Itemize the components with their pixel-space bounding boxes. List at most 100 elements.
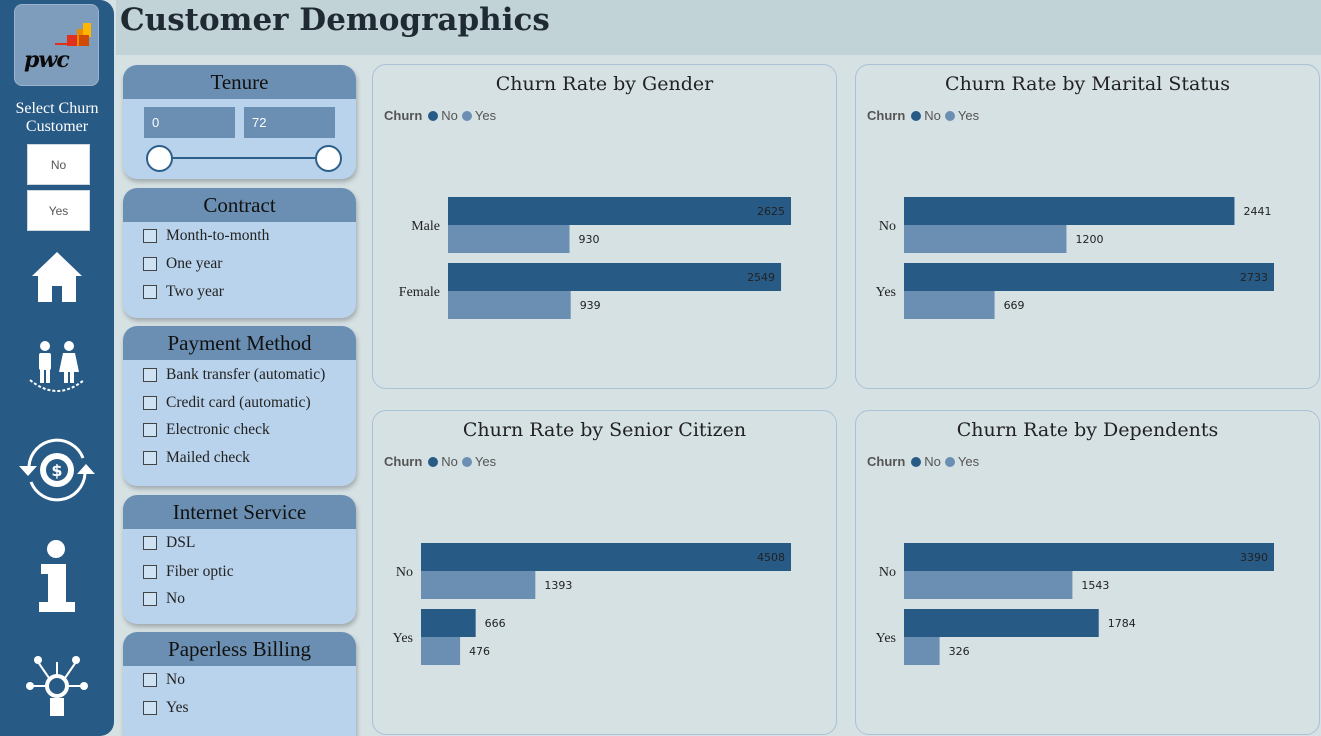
contract-option[interactable]: Month-to-month	[143, 226, 269, 246]
legend-dot	[944, 456, 955, 467]
chart-title: Churn Rate by Senior Citizen	[462, 419, 747, 441]
data-label: 1543	[1081, 579, 1109, 592]
checkbox[interactable]	[143, 423, 157, 437]
data-label: 1393	[544, 579, 572, 592]
legend-dot	[461, 110, 472, 121]
payment-method-slicer: Payment Method Bank transfer (automatic)…	[123, 326, 356, 486]
checkbox[interactable]	[143, 285, 157, 299]
category-label: Yes	[876, 285, 896, 300]
legend-title: Churn	[384, 454, 423, 469]
category-label: No	[879, 565, 896, 580]
tenure-max-input[interactable]: 72	[244, 107, 335, 138]
legend-item-no[interactable]: No	[911, 108, 941, 123]
legend-item-yes[interactable]: Yes	[461, 108, 496, 123]
people-icon[interactable]	[0, 338, 114, 398]
chart-plot: No 4508 1393 Yes 666 476	[393, 543, 791, 665]
data-label: 1200	[1075, 233, 1103, 246]
tenure-min-handle[interactable]	[146, 145, 173, 172]
option-label: Two year	[166, 283, 224, 300]
checkbox[interactable]	[143, 229, 157, 243]
paperless-option[interactable]: No	[143, 670, 185, 690]
chart-title: Churn Rate by Dependents	[956, 419, 1219, 441]
home-icon[interactable]	[0, 250, 114, 304]
payment-option[interactable]: Credit card (automatic)	[143, 393, 311, 413]
legend-item-no[interactable]: No	[911, 454, 941, 469]
tenure-min-input[interactable]: 0	[144, 107, 235, 138]
legend-dot	[428, 110, 439, 121]
option-label: DSL	[166, 534, 196, 551]
logo-mark-icon	[55, 23, 91, 46]
contract-slicer: Contract Month-to-month One year Two yea…	[123, 188, 356, 318]
tenure-slicer: Tenure 0 72	[123, 65, 356, 179]
checkbox[interactable]	[143, 396, 157, 410]
data-label: 476	[469, 645, 490, 658]
internet-option[interactable]: Fiber optic	[143, 562, 234, 582]
legend-item-yes[interactable]: Yes	[944, 454, 979, 469]
internet-option[interactable]: No	[143, 589, 185, 609]
checkbox[interactable]	[143, 701, 157, 715]
legend-item-no[interactable]: No	[428, 108, 458, 123]
churn-no-button[interactable]: No	[27, 144, 90, 185]
data-label: 4508	[757, 551, 785, 564]
legend-item-no[interactable]: No	[428, 454, 458, 469]
legend-dot	[911, 110, 922, 121]
data-label: 930	[579, 233, 600, 246]
internet-title: Internet Service	[123, 495, 356, 529]
payment-option[interactable]: Mailed check	[143, 448, 250, 468]
bar-no	[448, 263, 782, 291]
tenure-slider-track	[159, 157, 329, 159]
legend-item-yes[interactable]: Yes	[944, 108, 979, 123]
internet-service-slicer: Internet Service DSL Fiber optic No	[123, 495, 356, 624]
header-bar: Customer Demographics	[116, 0, 1321, 55]
legend-dot	[911, 456, 922, 467]
bar-yes	[904, 571, 1073, 599]
pwc-logo: pwc	[14, 4, 99, 86]
legend-label: No	[924, 108, 941, 123]
contract-option[interactable]: Two year	[143, 282, 224, 302]
bar-yes	[421, 571, 536, 599]
data-label: 2441	[1243, 205, 1271, 218]
checkbox[interactable]	[143, 592, 157, 606]
info-icon[interactable]	[0, 540, 114, 614]
tenure-max-handle[interactable]	[315, 145, 342, 172]
checkbox[interactable]	[143, 451, 157, 465]
money-cycle-icon[interactable]: $	[0, 430, 114, 510]
legend-dot	[428, 456, 439, 467]
chart-legend: Churn No Yes	[867, 454, 983, 469]
option-label: Month-to-month	[166, 227, 270, 244]
idea-network-icon[interactable]	[0, 652, 114, 720]
chart-card-dependents: Churn Rate by Dependents Churn No Yes No…	[855, 410, 1320, 735]
checkbox[interactable]	[143, 368, 157, 382]
data-label: 1784	[1108, 617, 1136, 630]
checkbox[interactable]	[143, 257, 157, 271]
checkbox[interactable]	[143, 536, 157, 550]
bar-no	[904, 263, 1274, 291]
category-label: Yes	[393, 631, 413, 646]
chart-legend: Churn No Yes	[867, 108, 983, 123]
bar-no	[421, 609, 476, 637]
sidebar: pwc Select Churn Customer No Yes $	[0, 0, 114, 736]
chart-plot: No 3390 1543 Yes 1784 326	[876, 543, 1274, 665]
payment-option[interactable]: Bank transfer (automatic)	[143, 365, 325, 385]
bar-yes	[448, 291, 571, 319]
contract-option[interactable]: One year	[143, 254, 222, 274]
option-label: Mailed check	[166, 449, 250, 466]
option-label: One year	[166, 255, 223, 272]
data-label: 669	[1004, 299, 1025, 312]
legend-item-yes[interactable]: Yes	[461, 454, 497, 469]
data-label: 939	[580, 299, 601, 312]
category-label: Male	[411, 219, 440, 234]
checkbox[interactable]	[143, 673, 157, 687]
checkbox[interactable]	[143, 565, 157, 579]
legend-dot	[461, 456, 472, 467]
bar-no	[448, 197, 791, 225]
payment-option[interactable]: Electronic check	[143, 420, 270, 440]
legend-label: No	[441, 454, 458, 469]
paperless-option[interactable]: Yes	[143, 698, 189, 718]
option-label: No	[166, 590, 185, 607]
option-label: Bank transfer (automatic)	[166, 366, 326, 383]
churn-yes-button[interactable]: Yes	[27, 190, 90, 231]
chart-card-marital-status: Churn Rate by Marital Status Churn No Ye…	[855, 64, 1320, 389]
internet-option[interactable]: DSL	[143, 533, 195, 553]
legend-label: Yes	[474, 454, 497, 469]
